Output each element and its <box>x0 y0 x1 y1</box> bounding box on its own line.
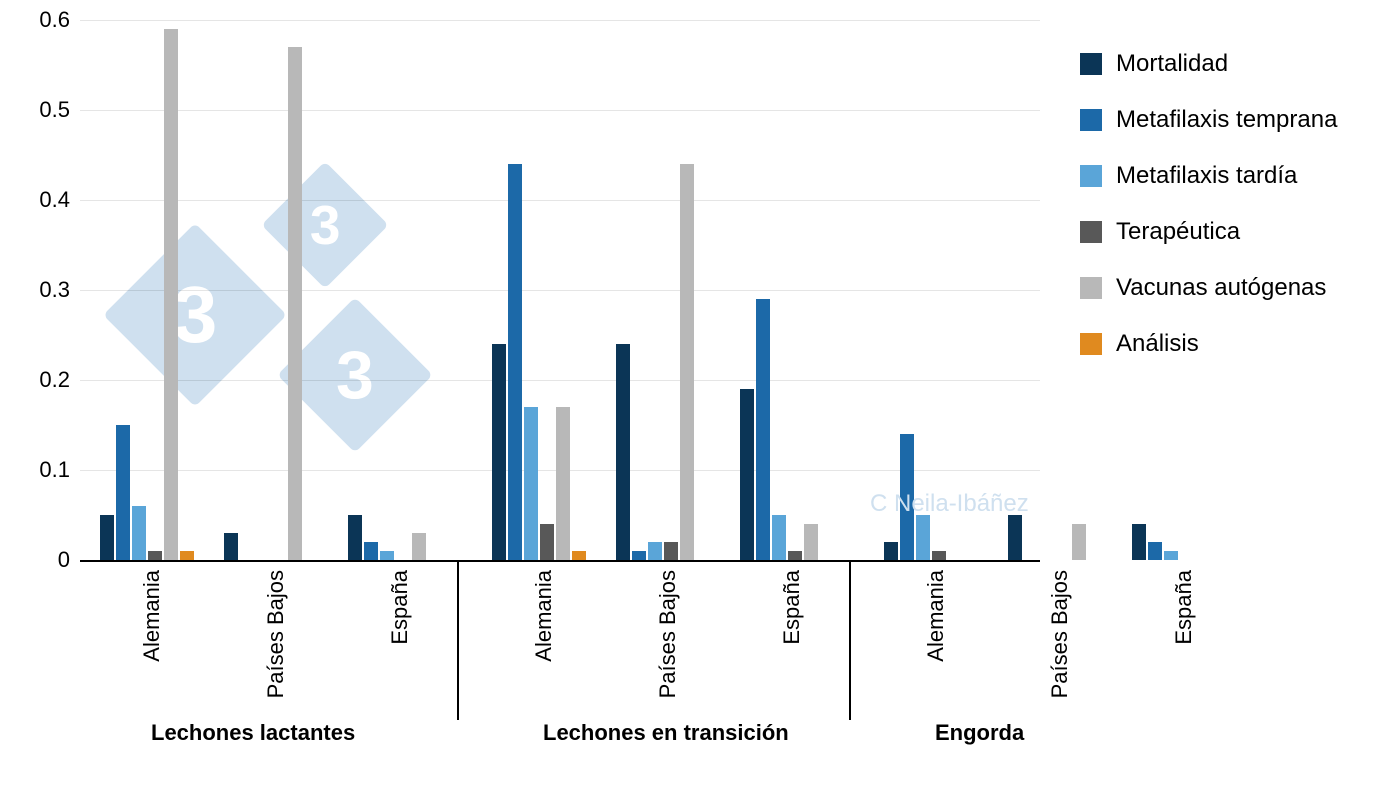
bar <box>348 515 362 560</box>
bar <box>616 344 630 560</box>
legend-swatch <box>1080 221 1102 243</box>
legend-label: Análisis <box>1116 330 1199 358</box>
bar <box>116 425 130 560</box>
bar <box>680 164 694 560</box>
bar <box>1072 524 1086 560</box>
x-tick-label: Países Bajos <box>655 570 681 698</box>
legend-item: Vacunas autógenas <box>1080 274 1337 302</box>
bar <box>180 551 194 560</box>
bar <box>804 524 818 560</box>
group-divider <box>849 560 851 720</box>
gridline <box>80 290 1040 291</box>
bar <box>664 542 678 560</box>
x-tick-label: España <box>779 570 805 645</box>
y-tick-label: 0.4 <box>39 187 80 213</box>
bar <box>524 407 538 560</box>
legend: Mortalidad Metafilaxis temprana Metafilaxi… <box>1080 50 1337 386</box>
y-tick-label: 0.3 <box>39 277 80 303</box>
gridline <box>80 110 1040 111</box>
x-tick-label: Alemania <box>531 570 557 662</box>
bar <box>932 551 946 560</box>
bar <box>756 299 770 560</box>
legend-item: Metafilaxis tardía <box>1080 162 1337 190</box>
legend-label: Mortalidad <box>1116 50 1228 78</box>
bar <box>556 407 570 560</box>
bar <box>900 434 914 560</box>
y-tick-label: 0.5 <box>39 97 80 123</box>
bar <box>148 551 162 560</box>
bar <box>492 344 506 560</box>
legend-item: Mortalidad <box>1080 50 1337 78</box>
x-tick-label: Alemania <box>923 570 949 662</box>
legend-item: Terapéutica <box>1080 218 1337 246</box>
x-tick-label: España <box>1171 570 1197 645</box>
group-label: Engorda <box>935 720 1024 746</box>
x-tick-label: Alemania <box>139 570 165 662</box>
bar <box>788 551 802 560</box>
bar <box>1132 524 1146 560</box>
bar <box>1164 551 1178 560</box>
legend-item: Metafilaxis temprana <box>1080 106 1337 134</box>
group-label: Lechones en transición <box>543 720 789 746</box>
legend-swatch <box>1080 277 1102 299</box>
legend-item: Análisis <box>1080 330 1337 358</box>
chart-container: 3 3 3 00.10.20.30.40.50.6AlemaniaPaíses … <box>20 0 1380 788</box>
legend-swatch <box>1080 53 1102 75</box>
legend-label: Metafilaxis tardía <box>1116 162 1297 190</box>
y-tick-label: 0 <box>58 547 80 573</box>
x-tick-label: Países Bajos <box>263 570 289 698</box>
group-label: Lechones lactantes <box>151 720 355 746</box>
legend-swatch <box>1080 165 1102 187</box>
bar <box>164 29 178 560</box>
bar <box>648 542 662 560</box>
bar <box>100 515 114 560</box>
bar <box>412 533 426 560</box>
legend-swatch <box>1080 333 1102 355</box>
bar <box>132 506 146 560</box>
bar <box>1148 542 1162 560</box>
bar <box>364 542 378 560</box>
bar <box>572 551 586 560</box>
bar <box>884 542 898 560</box>
legend-label: Vacunas autógenas <box>1116 274 1326 302</box>
bar <box>1008 515 1022 560</box>
y-tick-label: 0.2 <box>39 367 80 393</box>
x-tick-label: España <box>387 570 413 645</box>
bar <box>772 515 786 560</box>
group-divider <box>457 560 459 720</box>
bar <box>508 164 522 560</box>
y-tick-label: 0.6 <box>39 7 80 33</box>
bar <box>916 515 930 560</box>
y-tick-label: 0.1 <box>39 457 80 483</box>
gridline <box>80 380 1040 381</box>
bar <box>288 47 302 560</box>
plot-area: 00.10.20.30.40.50.6AlemaniaPaíses BajosE… <box>80 20 1040 562</box>
gridline <box>80 20 1040 21</box>
legend-label: Terapéutica <box>1116 218 1240 246</box>
gridline <box>80 200 1040 201</box>
bar <box>632 551 646 560</box>
bar <box>540 524 554 560</box>
bar <box>224 533 238 560</box>
legend-label: Metafilaxis temprana <box>1116 106 1337 134</box>
legend-swatch <box>1080 109 1102 131</box>
bar <box>740 389 754 560</box>
bar <box>380 551 394 560</box>
x-tick-label: Países Bajos <box>1047 570 1073 698</box>
